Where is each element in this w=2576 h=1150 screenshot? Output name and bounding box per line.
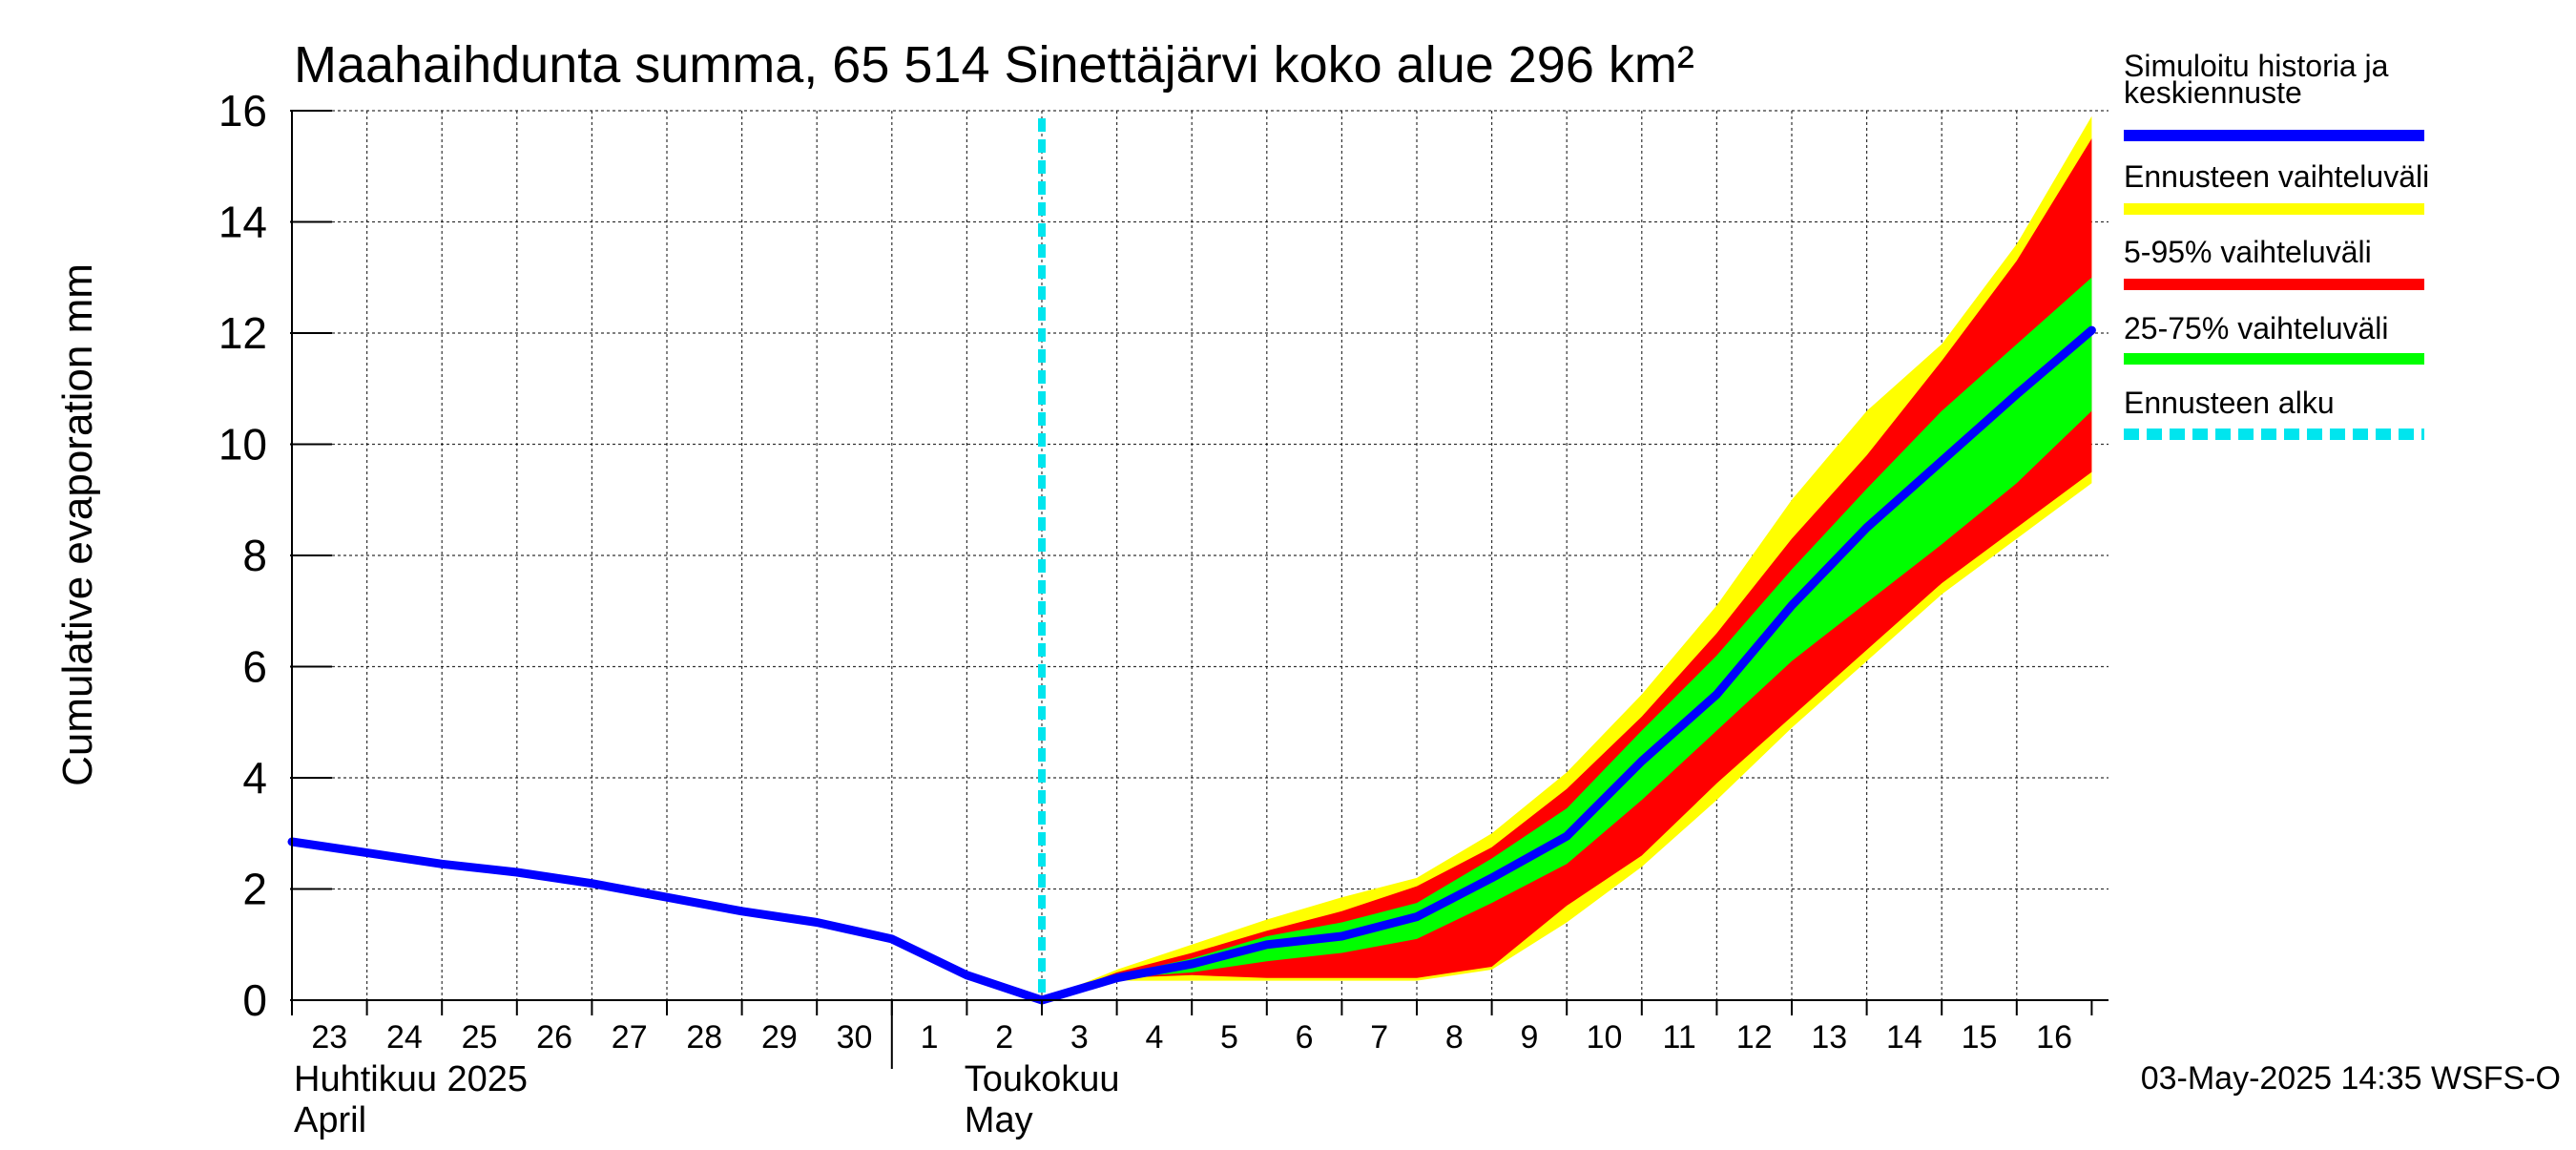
x-tick-label: 8: [1445, 1019, 1464, 1056]
x-tick-label: 12: [1736, 1019, 1773, 1056]
history-median-point: [891, 938, 893, 940]
x-tick-label: 6: [1296, 1019, 1314, 1056]
history-median-point: [1641, 761, 1643, 763]
x-tick-label: 28: [686, 1019, 722, 1056]
x-tick-label: 25: [462, 1019, 498, 1056]
x-tick-label: 14: [1886, 1019, 1922, 1056]
history-median-point: [1340, 935, 1342, 937]
history-median-point: [816, 921, 818, 923]
month-label-fi: Toukokuu: [965, 1059, 1120, 1099]
x-tick-label: 2: [995, 1019, 1013, 1056]
history-median-point: [1566, 835, 1568, 837]
history-median-point: [966, 974, 967, 976]
legend-label: 5-95% vaihteluväli: [2124, 235, 2372, 269]
legend-label: 25-75% vaihteluväli: [2124, 311, 2389, 345]
y-tick-label: 4: [242, 753, 267, 803]
month-label-en: May: [965, 1100, 1033, 1140]
history-median-point: [2016, 393, 2018, 395]
history-median-point: [1866, 527, 1868, 529]
timestamp-footer: 03-May-2025 14:35 WSFS-O: [2141, 1060, 2561, 1097]
y-tick-label: 14: [218, 198, 267, 247]
history-median-point: [1791, 604, 1793, 606]
history-median-point: [1266, 944, 1268, 946]
x-tick-label: 16: [2036, 1019, 2072, 1056]
history-median-point: [1491, 877, 1493, 879]
x-tick-label: 29: [761, 1019, 798, 1056]
history-median-point: [741, 910, 743, 912]
history-median-point: [366, 852, 368, 854]
x-tick-label: 15: [1962, 1019, 1998, 1056]
x-tick-label: 26: [536, 1019, 572, 1056]
x-tick-label: 13: [1811, 1019, 1847, 1056]
history-median-point: [666, 896, 668, 898]
x-tick-label: 10: [1587, 1019, 1623, 1056]
history-median-point: [1416, 916, 1418, 918]
month-label-en: April: [294, 1100, 366, 1140]
chart-title: Maahaihdunta summa, 65 514 Sinettäjärvi …: [294, 36, 1694, 94]
month-label-fi: Huhtikuu 2025: [294, 1059, 528, 1099]
x-tick-label: 27: [612, 1019, 648, 1056]
legend-label: keskiennuste: [2124, 75, 2302, 110]
history-median-point: [516, 871, 518, 873]
history-median-point: [2090, 329, 2092, 331]
x-tick-label: 5: [1220, 1019, 1238, 1056]
legend-label: Simuloitu historia ja: [2124, 49, 2389, 83]
y-tick-label: 12: [218, 308, 267, 358]
y-tick-label: 0: [242, 975, 267, 1025]
history-median-point: [1116, 977, 1118, 979]
y-tick-label: 6: [242, 642, 267, 692]
p25-75-band-area: [1042, 277, 2092, 1000]
history-median-point: [1715, 694, 1717, 696]
x-tick-label: 30: [837, 1019, 873, 1056]
x-tick-label: 4: [1145, 1019, 1163, 1056]
y-tick-label: 8: [242, 531, 267, 580]
x-tick-label: 11: [1662, 1019, 1695, 1056]
y-tick-label: 10: [218, 420, 267, 470]
x-tick-label: 23: [311, 1019, 347, 1056]
x-tick-label: 1: [921, 1019, 939, 1056]
x-tick-label: 3: [1070, 1019, 1089, 1056]
x-tick-label: 9: [1520, 1019, 1538, 1056]
legend-label: Ennusteen alku: [2124, 386, 2335, 420]
y-axis-label: Cumulative evaporation mm: [54, 263, 101, 786]
y-tick-label: 2: [242, 865, 267, 914]
history-median-point: [1191, 963, 1193, 965]
legend-label: Ennusteen vaihteluväli: [2124, 159, 2429, 194]
x-tick-label: 24: [386, 1019, 423, 1056]
x-tick-label: 7: [1370, 1019, 1388, 1056]
y-tick-label: 16: [218, 86, 267, 136]
history-median-point: [441, 863, 443, 865]
